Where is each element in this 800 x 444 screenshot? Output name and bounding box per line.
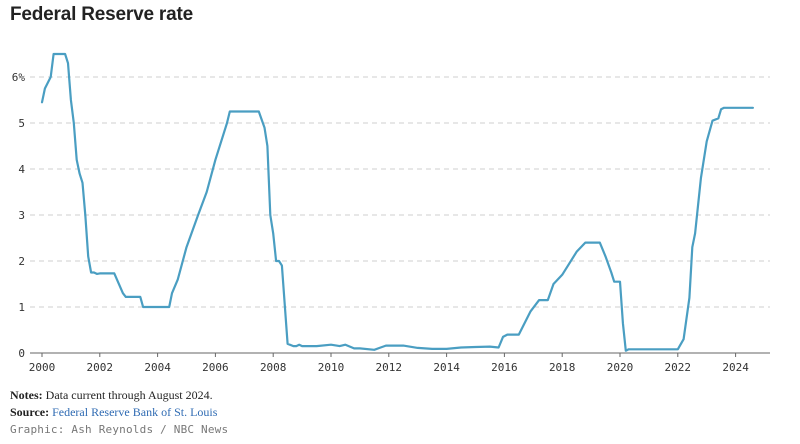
notes-label: Notes:	[10, 388, 43, 402]
source-link[interactable]: Federal Reserve Bank of St. Louis	[52, 405, 218, 419]
y-tick-label: 6%	[12, 71, 26, 84]
y-axis-labels: 0 1 2 3 4 5 6%	[12, 71, 26, 360]
y-tick-label: 3	[18, 209, 25, 222]
source-line: Source: Federal Reserve Bank of St. Loui…	[10, 404, 217, 421]
x-tick-label: 2010	[318, 361, 345, 374]
x-tick-label: 2018	[549, 361, 576, 374]
x-tick-label: 2006	[202, 361, 229, 374]
chart-title: Federal Reserve rate	[10, 4, 193, 25]
y-tick-label: 2	[18, 255, 25, 268]
y-tick-label: 5	[18, 117, 25, 130]
x-tick-label: 2004	[144, 361, 171, 374]
chart-notes: Notes: Data current through August 2024.…	[10, 387, 217, 421]
x-axis-labels: 2000 2002 2004 2006 2008 2010 2012 2014 2016 2018…	[29, 353, 749, 374]
graphic-credit: Graphic: Ash Reynolds / NBC News	[10, 423, 229, 436]
gridlines	[30, 76, 770, 308]
source-label: Source:	[10, 405, 50, 419]
series-line-fed-rate	[40, 52, 755, 352]
x-tick-label: 2002	[87, 361, 114, 374]
x-tick-label: 2014	[433, 361, 460, 374]
x-tick-label: 2022	[665, 361, 692, 374]
series-group	[40, 52, 755, 352]
notes-line: Notes: Data current through August 2024.	[10, 387, 217, 404]
x-tick-label: 2024	[722, 361, 749, 374]
y-tick-label: 1	[18, 301, 25, 314]
x-tick-label: 2012	[376, 361, 403, 374]
x-tick-label: 2016	[491, 361, 518, 374]
y-tick-label: 0	[18, 347, 25, 360]
x-tick-label: 2008	[260, 361, 287, 374]
y-tick-label: 4	[18, 163, 25, 176]
x-tick-label: 2000	[29, 361, 56, 374]
notes-text: Data current through August 2024.	[45, 388, 213, 402]
x-tick-label: 2020	[607, 361, 634, 374]
